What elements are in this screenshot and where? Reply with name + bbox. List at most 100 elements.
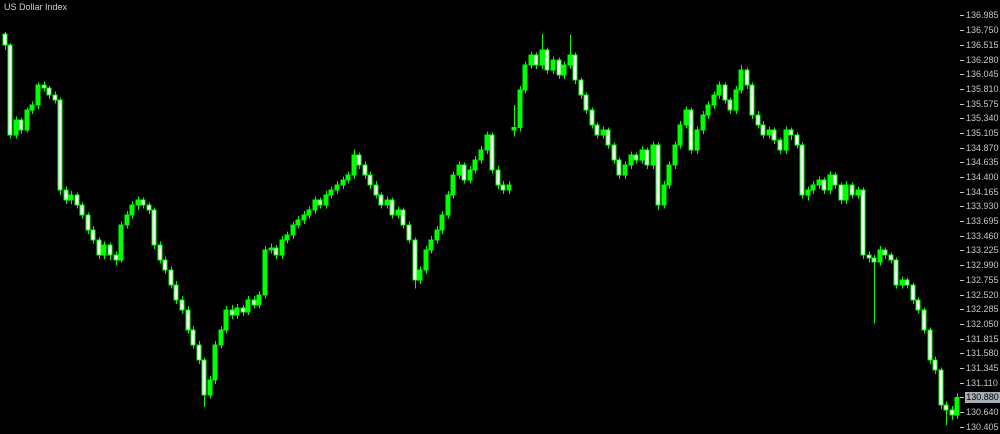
candle-body-bull [395,209,401,216]
candle [899,276,905,289]
candle-body-bear [46,87,52,96]
candle [766,126,772,139]
axis-tick [960,88,964,90]
candle [500,181,506,194]
axis-tick [960,162,964,164]
price-axis-label: 134.635 [960,158,999,167]
candle [157,241,163,264]
candle [816,176,822,189]
candle-body-bull [522,64,528,91]
price-axis-label-text: 131.580 [966,348,999,359]
candle-body-bull [506,184,512,191]
price-axis-label: 136.045 [960,70,999,79]
candle [904,277,910,289]
candle [589,107,595,129]
candle-body-bear [927,329,933,361]
candle-body-bear [378,194,384,206]
axis-tick [960,382,964,384]
candle-body-bull [672,144,678,166]
candle-body-bull [467,169,473,181]
candle [838,182,844,204]
candle-body-bull [567,54,573,66]
candle-body-bull [517,89,523,128]
price-axis-label-text: 136.045 [966,69,999,80]
price-axis-label: 136.515 [960,40,999,50]
candle [63,186,69,204]
candle [79,202,85,219]
candle-body-bear [589,109,595,126]
candle-body-bear [688,109,694,151]
price-axis-label-text: 130.640 [966,407,999,417]
candle-body-bear [400,209,406,226]
candle-body-bear [849,184,855,196]
price-axis-label-text: 131.815 [966,333,999,344]
axis-tick [960,74,964,76]
candle [511,105,517,137]
candle [445,191,451,219]
candle [871,255,877,324]
candle [882,247,888,259]
candle [406,221,412,244]
candle [373,181,379,199]
candle-body-bull [733,89,739,111]
candle [439,211,445,234]
candlestick-chart[interactable]: US Dollar Index [0,0,968,434]
candle-body-bear [832,174,838,186]
candle [888,252,894,264]
candle-body-bear [151,209,157,246]
candle-body-bull [450,174,456,196]
candle [666,161,672,189]
candle-body-bear [616,159,622,176]
candle-body-bear [229,309,235,316]
candle [400,207,406,229]
candle-body-bear [932,359,938,371]
candle [212,341,218,384]
candle [672,141,678,169]
candle-body-bear [871,257,877,263]
price-axis-label: 135.105 [960,128,999,138]
axis-tick [960,15,964,17]
candle [771,127,777,144]
price-axis-label-text: 133.225 [966,245,999,256]
candle [489,132,495,174]
candle [312,196,318,214]
candle [799,142,805,199]
candle-body-bull [639,149,645,161]
candlestick-plot[interactable] [0,0,968,434]
candle [949,406,955,420]
candle-body-bull [855,189,861,196]
candle [340,176,346,189]
candle-body-bull [129,204,135,216]
candle-body-bear [63,189,69,201]
candle [827,171,833,194]
price-axis-label: 132.990 [960,261,999,270]
price-axis-label: 133.695 [960,217,999,226]
candle-body-bear [367,174,373,186]
candle-body-bull [262,249,268,296]
candle-body-bull [843,184,849,201]
axis-tick [960,103,964,105]
candle-body-bear [201,359,207,396]
candle [893,257,899,289]
axis-tick [960,221,964,223]
candle [124,211,130,229]
candle [605,127,611,149]
candle [522,61,528,94]
candle [622,161,628,179]
axis-tick [960,397,964,399]
candle-body-bear [633,154,639,161]
candle-body-bull [805,189,811,196]
candle [932,356,938,374]
price-axis-label-text: 132.050 [966,318,999,329]
price-scale[interactable]: 136.985 136.750 136.515 136.280 136.045 135.8… [960,0,1000,434]
candle-body-bull [245,299,251,313]
candle [135,196,141,210]
candle [583,92,589,114]
axis-tick [960,132,964,134]
candle-body-bear [943,404,949,411]
candle [35,82,41,109]
candle-body-bull [351,154,357,176]
candle [229,305,235,319]
candle-body-bear [489,134,495,171]
candle [74,192,80,209]
